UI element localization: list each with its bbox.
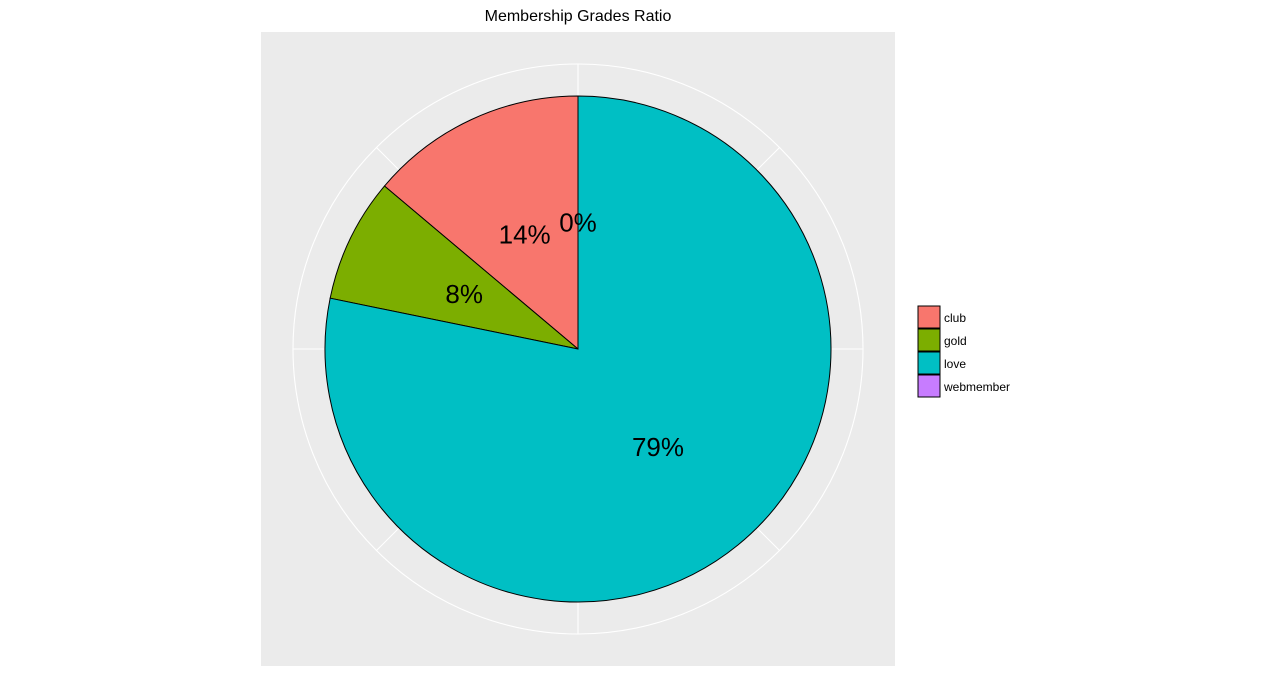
pie-slice-gold (329, 185, 579, 350)
pie-slice-club (383, 95, 579, 351)
legend-label-webmember: webmember (943, 380, 1010, 394)
legend: club gold love webmember (917, 305, 1010, 398)
slice-label-love: 79% (632, 432, 684, 462)
slice-label-gold: 8% (445, 279, 483, 309)
slice-labels: 14% 8% 79% 0% (445, 208, 684, 463)
pie-slices (324, 95, 832, 603)
chart-title: Membership Grades Ratio (485, 8, 672, 25)
legend-label-love: love (944, 357, 966, 371)
legend-label-gold: gold (944, 334, 967, 348)
slice-label-webmember: 0% (559, 208, 597, 238)
legend-key-webmember (917, 374, 941, 398)
slice-label-club: 14% (499, 219, 551, 249)
pie-slice-love (324, 95, 832, 603)
legend-label-club: club (944, 311, 966, 325)
legend-key-love (917, 351, 941, 375)
legend-key-gold (917, 328, 941, 352)
legend-key-club (917, 305, 941, 329)
